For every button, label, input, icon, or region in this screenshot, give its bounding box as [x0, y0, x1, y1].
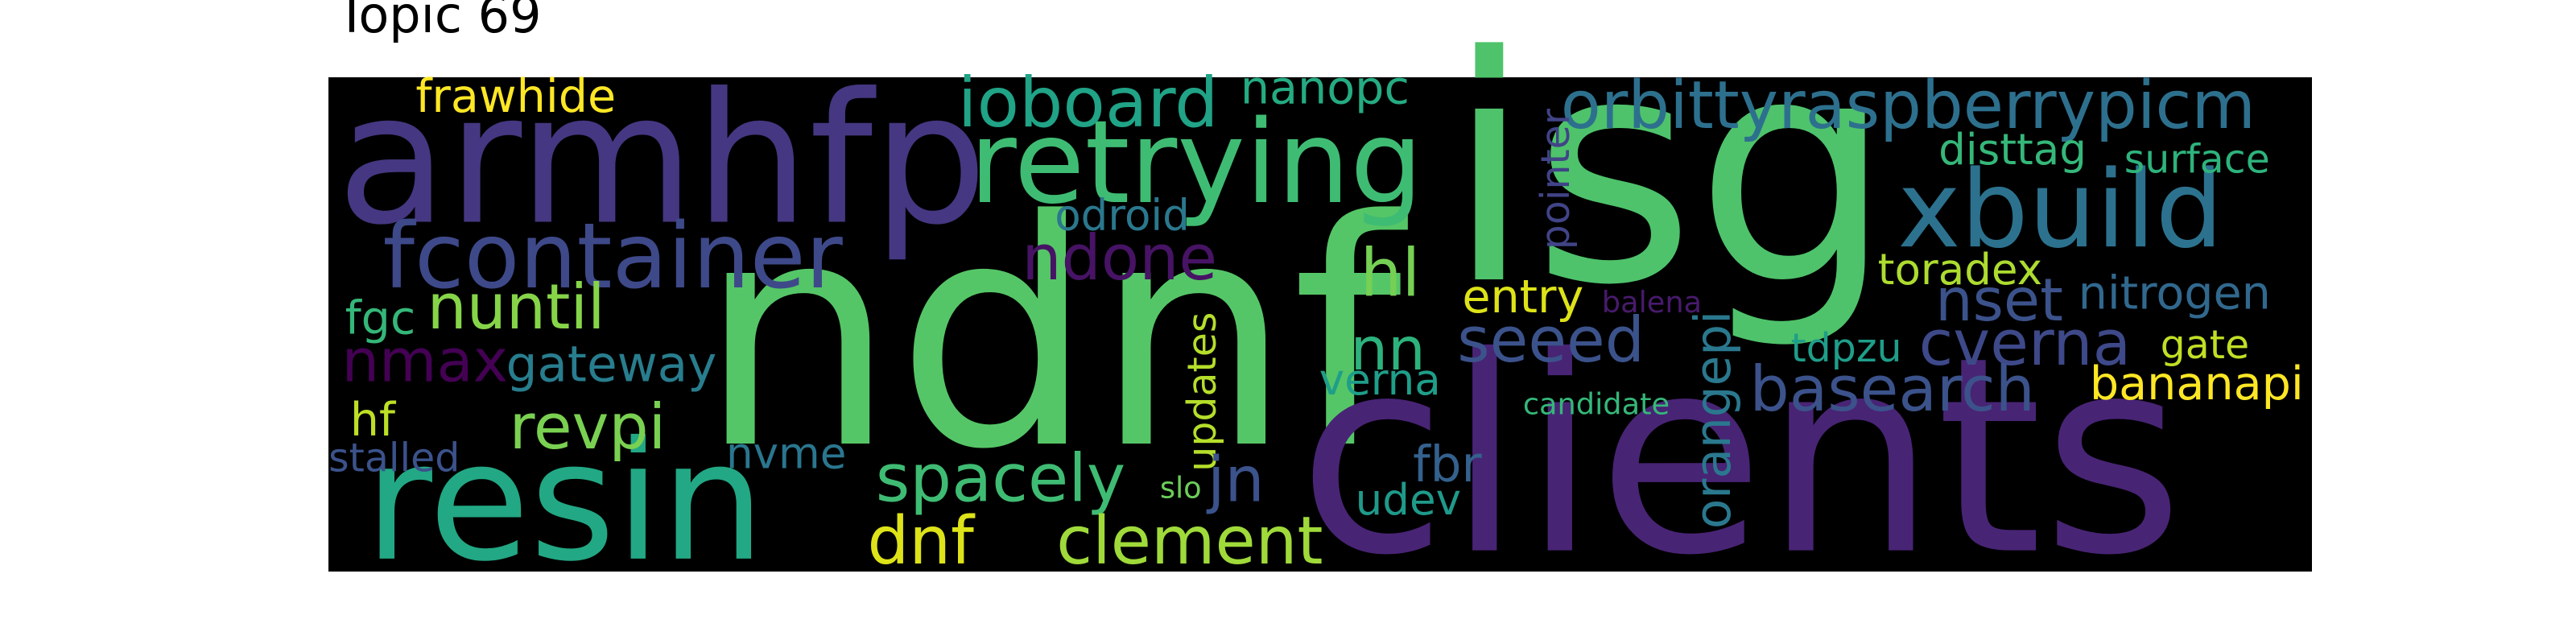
cloud-word: nmax	[341, 327, 508, 395]
cloud-word: gateway	[506, 336, 717, 393]
cloud-word: pointer	[1533, 108, 1579, 250]
cloud-word: fbr	[1413, 436, 1482, 493]
cloud-word: udev	[1356, 475, 1461, 525]
cloud-word: ndone	[1022, 222, 1217, 295]
cloud-word: orangepi	[1685, 311, 1742, 529]
cloud-word: spacely	[876, 440, 1125, 517]
cloud-word: fcontainer	[383, 204, 844, 309]
cloud-word: balena	[1602, 285, 1702, 320]
cloud-word: fgc	[345, 291, 416, 345]
cloud-word: nvme	[726, 429, 846, 479]
cloud-word: armhfp	[336, 55, 987, 265]
cloud-word: retrying	[969, 95, 1423, 229]
cloud-word: basearch	[1749, 353, 2034, 426]
cloud-word: updates	[1179, 312, 1225, 472]
cloud-word: revpi	[510, 391, 667, 464]
cloud-word: resin	[365, 407, 765, 598]
cloud-word: slo	[1160, 470, 1202, 505]
cloud-word: nset	[1935, 266, 2063, 335]
cloud-word: dnf	[868, 503, 976, 580]
cloud-word: seeed	[1457, 304, 1645, 377]
cloud-word: orbittyraspberrypicm	[1561, 68, 2256, 144]
cloud-word: nuntil	[427, 271, 605, 344]
cloud-word: nitrogen	[2079, 267, 2271, 320]
cloud-word: ioboard	[958, 63, 1219, 143]
cloud-word: entry	[1462, 270, 1583, 324]
cloud-word: toradex	[1878, 245, 2042, 295]
cloud-word: hf	[350, 394, 397, 447]
cloud-word: frawhide	[415, 70, 616, 123]
cloud-word: clement	[1056, 503, 1323, 580]
cloud-word: odroid	[1055, 191, 1190, 241]
cloud-word: nn	[1351, 316, 1426, 384]
cloud-word: stalled	[328, 436, 460, 481]
cloud-word: disttag	[1938, 125, 2087, 175]
cloud-word: bananapi	[2090, 357, 2304, 411]
cloud-word: gate	[2161, 322, 2249, 368]
cloud-word: candidate	[1523, 386, 1670, 421]
cloud-word: hl	[1360, 235, 1420, 312]
cloud-word: ndnf	[698, 155, 1409, 518]
cloud-word: surface	[2124, 136, 2270, 182]
title: Topic 69	[336, 0, 542, 44]
cloud-word: tdpzu	[1790, 325, 1901, 371]
cloud-word: clients	[1298, 299, 2183, 615]
cloud-word: nanopc	[1241, 62, 1410, 115]
cloud-background	[328, 77, 2312, 572]
cloud-word: xbuild	[1897, 148, 2223, 272]
cloud-word: cverna	[1919, 308, 2131, 380]
cloud-word: jn	[1206, 444, 1265, 516]
cloud-word: verna	[1319, 355, 1441, 405]
cloud-word: isg	[1446, 0, 1893, 353]
